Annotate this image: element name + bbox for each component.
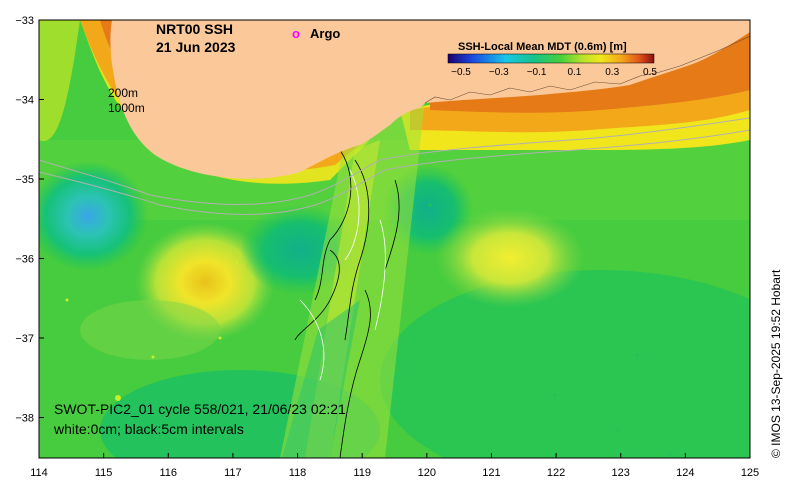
ssh-contours-white [299, 169, 386, 381]
colorbar-tick-label: 0.5 [643, 67, 657, 78]
isobath-1000-label: 1000m [108, 101, 145, 115]
swot-pass-label: SWOT-PIC2_01 cycle 558/021, 21/06/23 02:… [54, 401, 346, 417]
isobath-200-label: 200m [108, 86, 138, 100]
plot-area [39, 20, 750, 458]
argo-marker: o [292, 26, 300, 41]
x-axis: 114 115 116 117 118 119 120 121 122 123 124 125 [30, 453, 759, 479]
argo-label: Argo [310, 26, 340, 41]
map-title-line2: 21 Jun 2023 [156, 39, 236, 55]
x-tick-label: 114 [30, 467, 48, 479]
x-tick-label: 125 [741, 467, 759, 479]
map-title-line1: NRT00 SSH [156, 21, 233, 37]
credit-label: © IMOS 13-Sep-2025 19:52 Hobart [769, 269, 783, 458]
x-tick-label: 116 [159, 467, 177, 479]
x-tick-label: 124 [676, 467, 694, 479]
y-tick-label: −36 [15, 254, 34, 266]
x-tick-label: 123 [612, 467, 630, 479]
y-tick-label: −37 [15, 333, 34, 345]
x-tick-label: 120 [418, 467, 436, 479]
colorbar-tick-label: 0.3 [605, 67, 619, 78]
x-tick-label: 119 [353, 467, 371, 479]
colorbar-tick-label: −0.3 [489, 67, 509, 78]
float-dots [65, 136, 748, 457]
x-tick-label: 121 [482, 467, 500, 479]
y-axis: −33 −34 −35 −36 −37 −38 [15, 15, 44, 425]
y-tick-label: −33 [15, 15, 34, 27]
contour-legend-label: white:0cm; black:5cm intervals [53, 421, 244, 437]
y-tick-label: −35 [15, 174, 34, 186]
swot-swath [280, 100, 425, 458]
cold-eddy-west [39, 161, 148, 271]
y-tick-label: −34 [15, 95, 34, 107]
colorbar-title: SSH-Local Mean MDT (0.6m) [m] [458, 41, 627, 53]
x-tick-label: 117 [224, 467, 242, 479]
plot-frame [38, 19, 751, 459]
isobath-lines [39, 117, 750, 215]
colorbar: SSH-Local Mean MDT (0.6m) [m] −0.5 −0.3 −0… [447, 41, 657, 78]
colorbar-tick-label: 0.1 [567, 67, 581, 78]
x-tick-label: 122 [547, 467, 565, 479]
colorbar-tick-label: −0.1 [527, 67, 547, 78]
warm-eddy-east [435, 208, 585, 308]
x-tick-label: 118 [289, 467, 307, 479]
x-tick-label: 115 [95, 467, 113, 479]
colorbar-tick-label: −0.5 [451, 67, 471, 78]
y-tick-label: −38 [15, 413, 34, 425]
